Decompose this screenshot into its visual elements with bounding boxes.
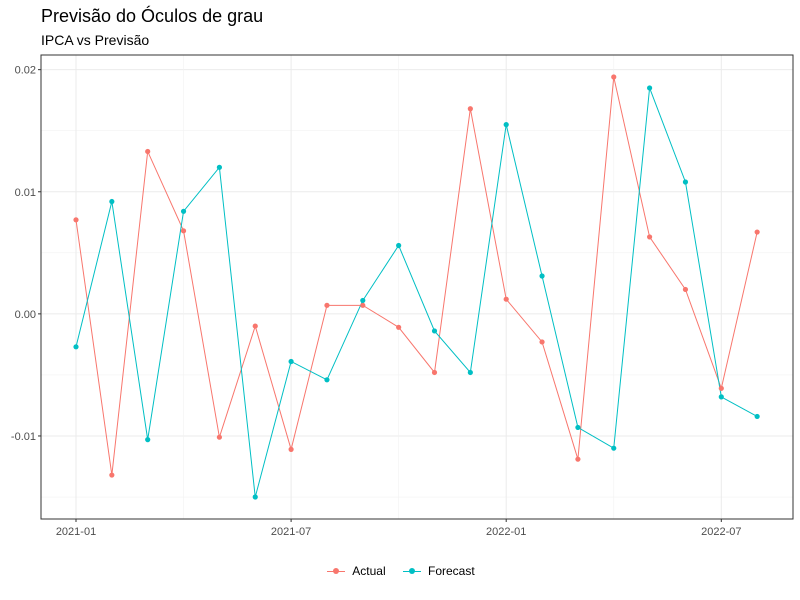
data-point-actual: [718, 385, 724, 391]
legend-item-actual: Actual: [325, 564, 386, 578]
plot-panel-border: [40, 54, 794, 520]
data-point-actual: [575, 456, 581, 462]
data-point-forecast: [324, 377, 330, 383]
x-tick-label: 2021-07: [271, 526, 311, 538]
legend-label-actual: Actual: [352, 564, 386, 578]
x-tick-label: 2022-01: [486, 526, 526, 538]
data-point-actual: [539, 339, 545, 345]
legend-label-forecast: Forecast: [428, 564, 475, 578]
data-point-forecast: [503, 122, 509, 128]
data-point-forecast: [145, 437, 151, 443]
data-point-actual: [611, 74, 617, 80]
y-tick-label: -0.01: [11, 431, 36, 443]
data-point-forecast: [754, 413, 760, 420]
data-point-forecast: [360, 297, 366, 304]
data-point-forecast: [180, 208, 187, 214]
series-line-actual: [75, 76, 758, 476]
chart-title: Previsão do Óculos de grau: [41, 6, 264, 26]
data-point-forecast: [467, 369, 473, 376]
data-point-forecast: [109, 198, 115, 205]
data-point-actual: [216, 434, 222, 440]
data-point-actual: [324, 302, 330, 308]
series-points: [73, 74, 760, 500]
data-point-actual: [73, 217, 79, 223]
data-point-forecast: [431, 328, 438, 334]
data-point-forecast: [288, 358, 294, 365]
data-point-forecast: [682, 179, 689, 185]
chart-subtitle: IPCA vs Previsão: [41, 32, 150, 48]
data-point-forecast: [396, 242, 402, 249]
legend-item-forecast: Forecast: [401, 564, 475, 578]
data-point-actual: [180, 228, 187, 234]
data-point-actual: [360, 302, 366, 308]
data-point-forecast: [539, 273, 545, 279]
data-point-forecast: [73, 344, 79, 350]
data-point-actual: [467, 106, 473, 112]
data-point-forecast: [575, 424, 581, 431]
data-point-forecast: [611, 445, 617, 451]
data-point-actual: [682, 286, 689, 293]
legend-key-forecast: [401, 564, 423, 578]
y-tick-label: 0.02: [15, 65, 36, 77]
y-axis: -0.01 0.00 0.01 0.02: [11, 65, 41, 443]
data-point-actual: [503, 296, 509, 302]
series-line-forecast: [75, 87, 758, 498]
data-point-actual: [754, 229, 760, 235]
grid-lines: [41, 55, 793, 519]
data-point-actual: [252, 323, 258, 329]
legend-key-actual: [325, 564, 347, 578]
data-point-forecast: [718, 394, 724, 400]
x-tick-label: 2021-01: [56, 526, 96, 538]
data-point-forecast: [252, 494, 258, 500]
y-tick-label: 0.00: [15, 309, 36, 321]
data-point-actual: [396, 324, 402, 330]
data-point-actual: [109, 472, 115, 478]
data-point-actual: [145, 148, 151, 155]
x-tick-label: 2022-07: [701, 526, 741, 538]
legend: Actual Forecast: [0, 564, 800, 581]
y-tick-label: 0.01: [15, 187, 36, 199]
data-point-actual: [647, 234, 653, 240]
data-point-actual: [288, 446, 294, 452]
data-point-forecast: [216, 164, 222, 170]
series-lines: [75, 76, 758, 498]
data-point-actual: [431, 369, 438, 376]
data-point-forecast: [647, 85, 653, 91]
x-axis: 2021-01 2021-07 2022-01 2022-07: [56, 519, 741, 538]
